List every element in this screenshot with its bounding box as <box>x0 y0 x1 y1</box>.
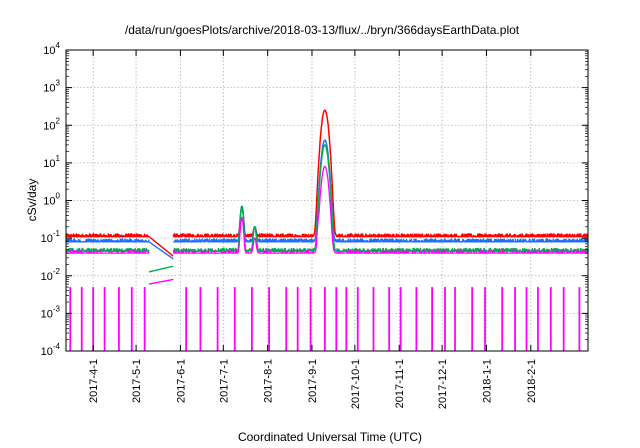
x-tick-label: 2017-9-1 <box>307 359 319 403</box>
x-tick-label: 2017-12-1 <box>437 359 449 409</box>
series-line <box>65 238 150 243</box>
y-tick-label: 104 <box>43 41 60 57</box>
series-line <box>65 249 150 254</box>
gap-connector <box>148 278 174 285</box>
x-tick-label: 2017-6-1 <box>175 359 187 403</box>
x-tick-label: 2018-1-1 <box>481 359 493 403</box>
series-line <box>172 165 589 254</box>
x-tick-label: 2017-8-1 <box>263 359 275 403</box>
x-tick-label: 2017-5-1 <box>131 359 143 403</box>
y-axis-label: cSv/day <box>25 179 39 222</box>
y-tick-label: 100 <box>43 192 60 208</box>
x-tick-label: 2017-7-1 <box>218 359 230 403</box>
x-tick-label: 2017-4-1 <box>88 359 100 403</box>
y-tick-label: 103 <box>43 79 60 95</box>
series-line <box>172 109 589 238</box>
grid <box>66 50 588 351</box>
y-tick-label: 10-1 <box>41 229 61 245</box>
chart-title: /data/run/goesPlots/archive/2018-03-13/f… <box>125 23 520 37</box>
gap-connector <box>148 265 174 273</box>
plot-area <box>65 109 589 351</box>
series-line <box>172 144 589 252</box>
y-tick-label: 10-3 <box>41 304 61 320</box>
x-tick-label: 2018-2-1 <box>526 359 538 403</box>
y-tick-label: 10-2 <box>41 267 61 283</box>
x-axis-label: Coordinated Universal Time (UTC) <box>238 430 422 444</box>
series-line <box>65 233 150 238</box>
series-line <box>172 139 589 243</box>
x-axis: 2017-4-1 2017-5-1 2017-6-1 2017-7-1 2017-8-1… <box>88 50 538 409</box>
x-tick-label: 2017-11-1 <box>394 359 406 408</box>
y-tick-label: 102 <box>43 116 60 132</box>
y-tick-label: 101 <box>43 154 60 170</box>
y-axis: 10-4 10-3 10-2 10-1 100 101 102 103 104 <box>41 41 588 358</box>
y-tick-label: 10-4 <box>41 342 61 358</box>
gap-connector <box>148 241 174 260</box>
x-tick-label: 2017-10-1 <box>350 359 362 409</box>
gap-connector <box>148 236 174 257</box>
